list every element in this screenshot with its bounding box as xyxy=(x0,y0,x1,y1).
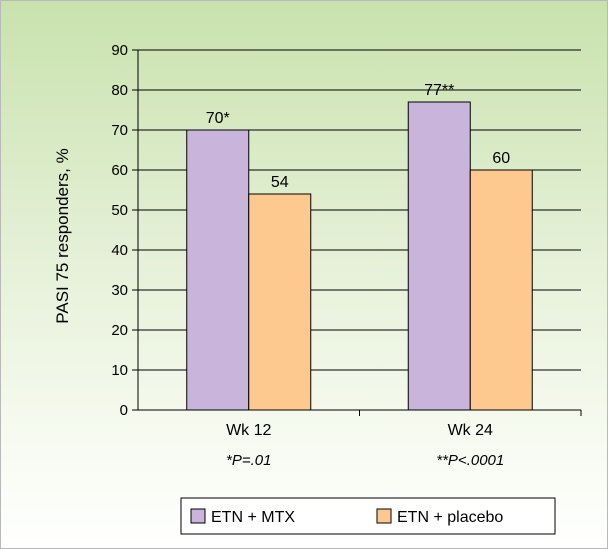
legend-label: ETN + MTX xyxy=(211,509,295,526)
legend-box xyxy=(180,497,556,535)
bar-etn-mtx xyxy=(186,129,250,411)
significance-note: **P<.0001 xyxy=(436,452,504,469)
y-tick-label: 0 xyxy=(120,402,128,419)
bar-etn-placebo xyxy=(248,193,312,411)
y-tick-label: 60 xyxy=(111,162,128,179)
x-tick-label: Wk 24 xyxy=(448,422,493,439)
legend-swatch xyxy=(376,508,392,524)
y-tick-label: 90 xyxy=(111,42,128,59)
y-axis-label: PASI 75 responders, % xyxy=(53,148,72,323)
bar-etn-mtx xyxy=(407,101,471,411)
y-tick-label: 50 xyxy=(111,202,128,219)
y-tick-label: 40 xyxy=(111,242,128,259)
labels: 70* 54 Wk 12 *P=.01 77** 60 Wk 24 **P<.0001 xyxy=(206,82,511,469)
axes: 0 10 20 30 40 50 60 70 80 90 xyxy=(111,42,582,419)
y-tick-label: 20 xyxy=(111,322,128,339)
x-tick-label: Wk 12 xyxy=(226,422,271,439)
y-tick-label: 80 xyxy=(111,82,128,99)
data-label: 77** xyxy=(424,82,454,99)
legend-swatch xyxy=(190,508,206,524)
bar-etn-placebo xyxy=(469,169,533,411)
data-label: 54 xyxy=(271,174,289,191)
bars xyxy=(186,101,533,411)
legend: ETN + MTX ETN + placebo xyxy=(180,497,556,535)
data-label: 70* xyxy=(206,110,230,127)
y-tick-label: 10 xyxy=(111,362,128,379)
significance-note: *P=.01 xyxy=(226,452,271,469)
legend-label: ETN + placebo xyxy=(397,509,503,526)
data-label: 60 xyxy=(492,150,510,167)
y-tick-label: 30 xyxy=(111,282,128,299)
y-tick-label: 70 xyxy=(111,122,128,139)
